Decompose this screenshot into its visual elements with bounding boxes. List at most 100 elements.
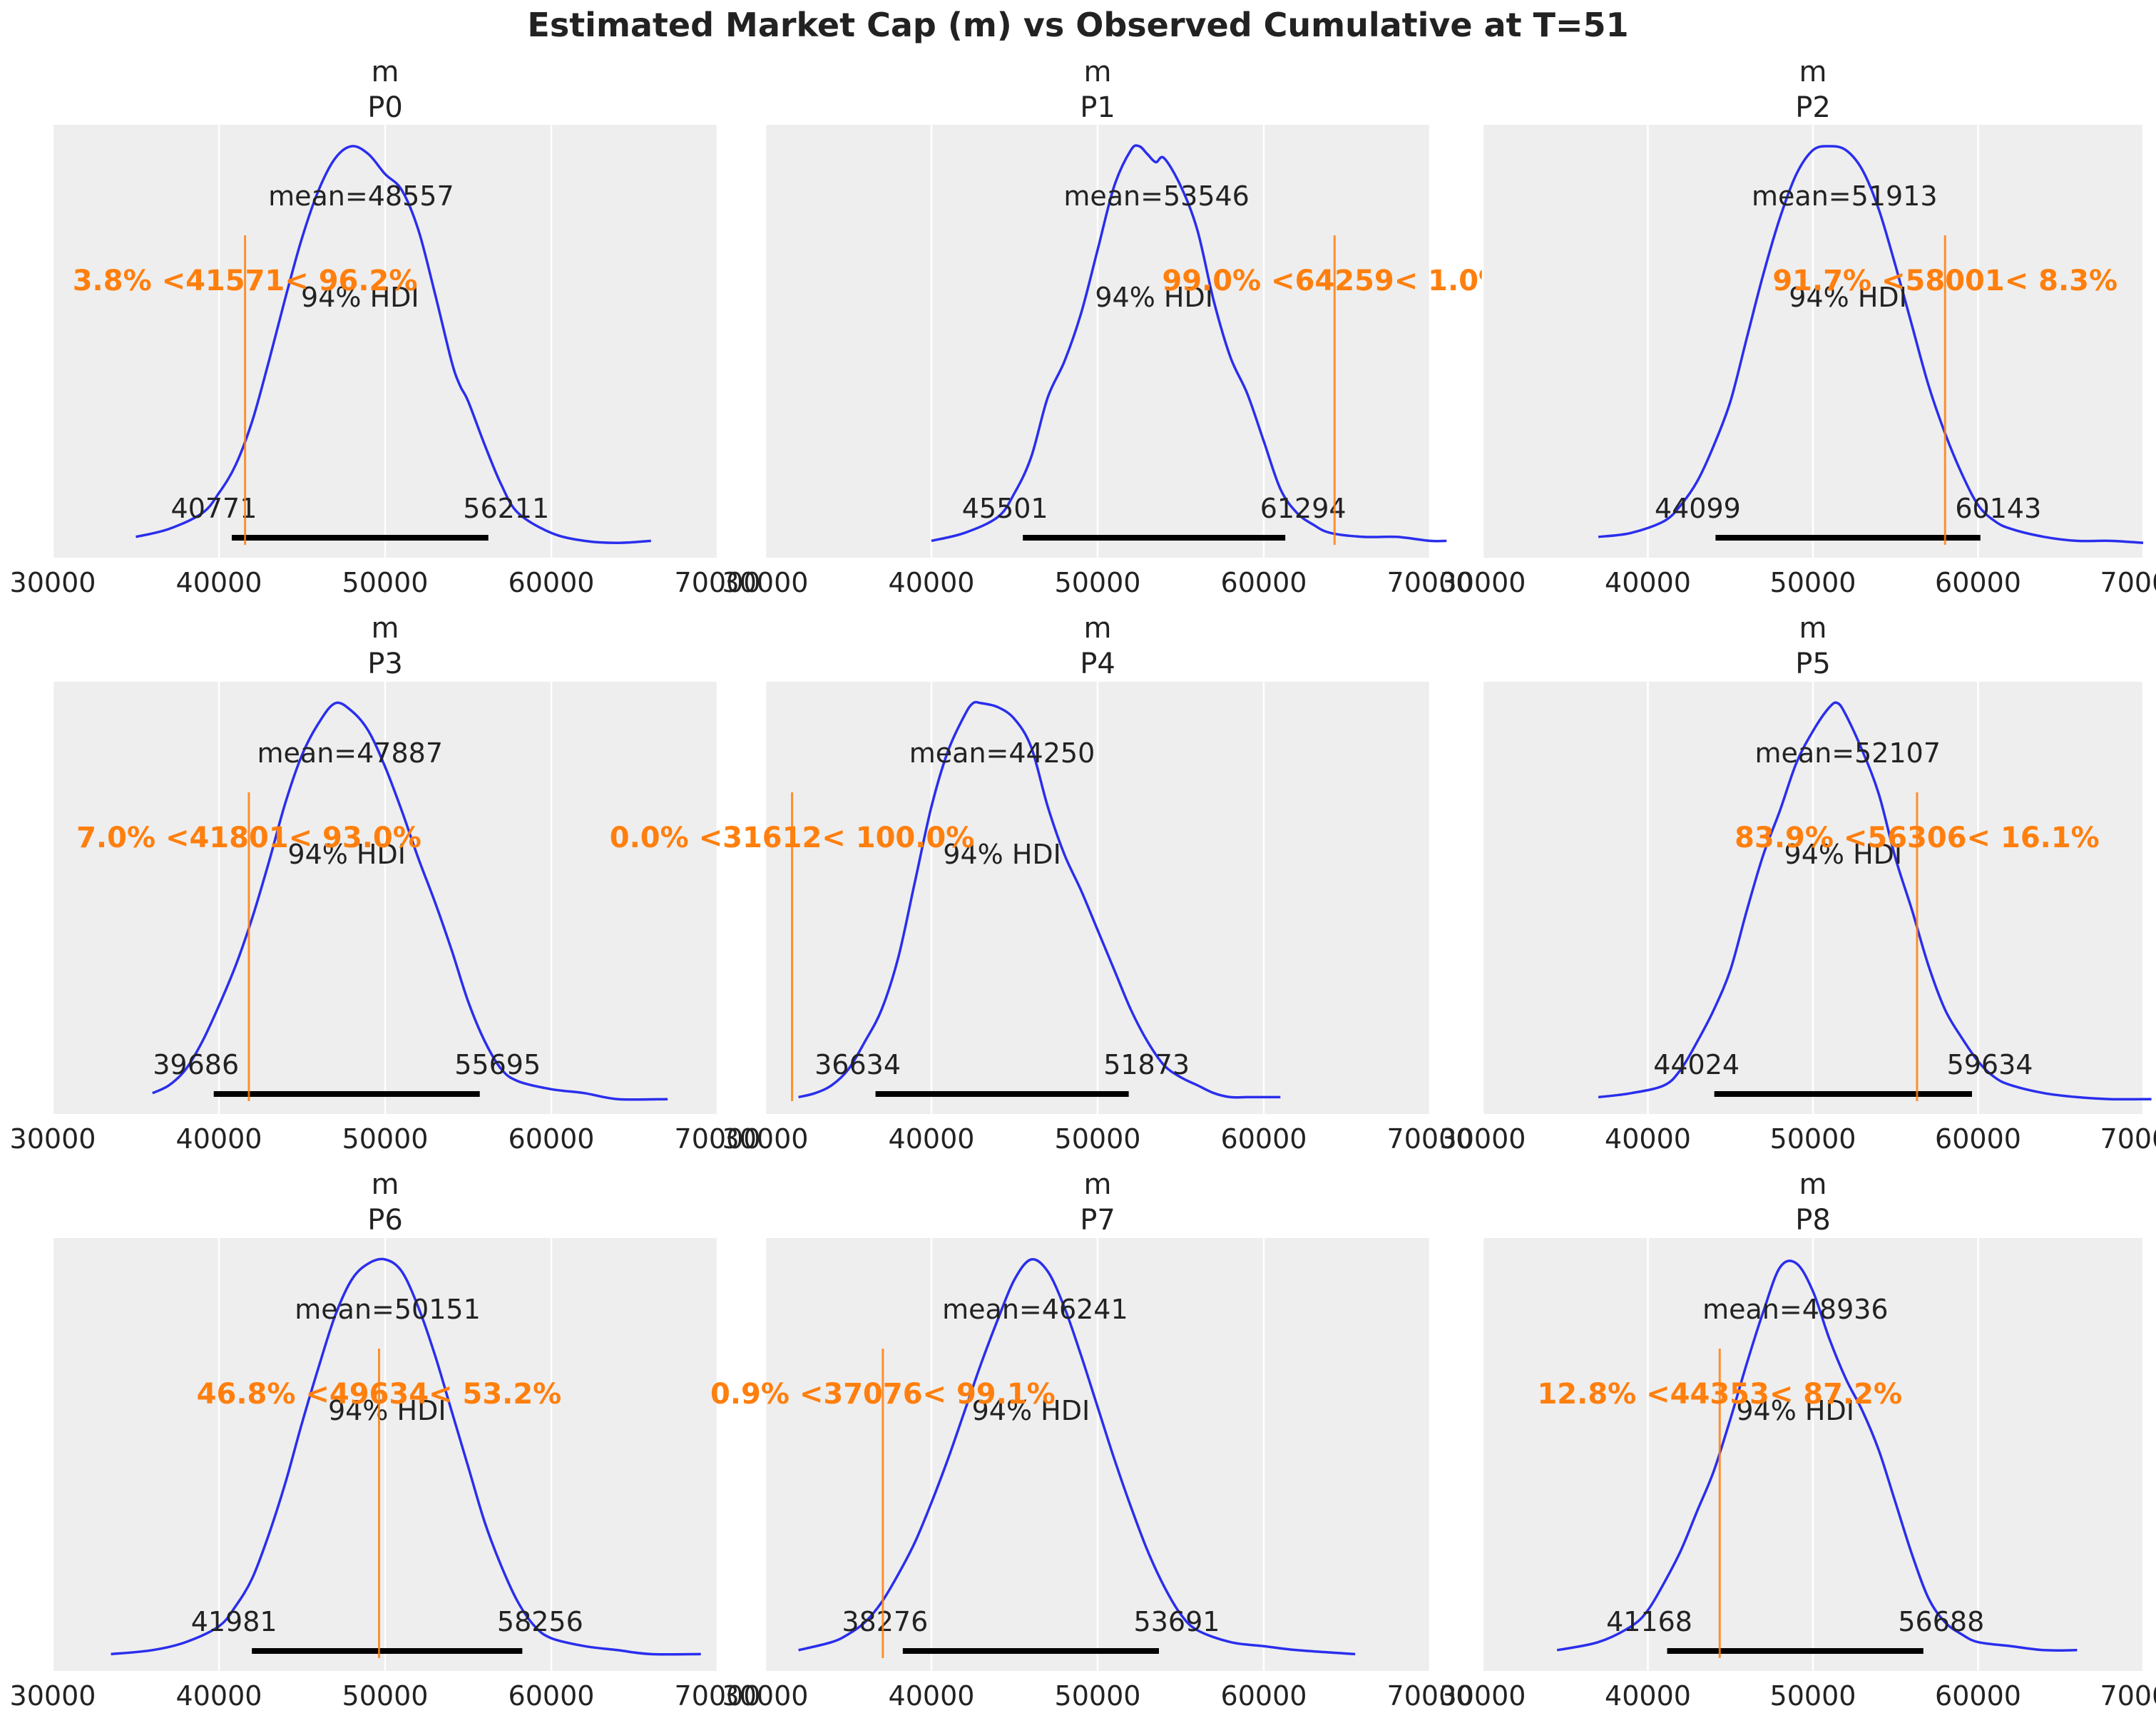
hdi-upper-label: 56688 bbox=[1898, 1606, 1984, 1637]
mean-label: mean=48557 bbox=[268, 180, 454, 212]
x-tick-label: 40000 bbox=[1605, 1123, 1691, 1155]
hdi-label: 94% HDI bbox=[972, 1395, 1090, 1426]
x-tick-label: 40000 bbox=[1605, 567, 1691, 598]
x-tick-label: 30000 bbox=[10, 1123, 96, 1155]
panel-coord-title: P2 bbox=[1795, 91, 1831, 124]
x-tick-label: 50000 bbox=[1055, 1680, 1141, 1712]
kde-curve bbox=[1598, 145, 2144, 544]
hdi-lower-label: 41981 bbox=[191, 1606, 277, 1637]
mean-label: mean=52107 bbox=[1755, 737, 1941, 769]
x-tick-label: 70000 bbox=[1387, 1680, 1473, 1712]
x-tick-label: 30000 bbox=[722, 567, 809, 598]
x-tick-label: 30000 bbox=[1440, 1680, 1526, 1712]
x-tick-label: 60000 bbox=[1935, 567, 2021, 598]
hdi-upper-label: 51873 bbox=[1103, 1049, 1190, 1080]
x-tick-label: 60000 bbox=[1221, 567, 1307, 598]
kde-curve bbox=[152, 701, 668, 1101]
panel-variable-title: m bbox=[1084, 1168, 1112, 1201]
x-tick-label: 40000 bbox=[889, 567, 975, 598]
x-tick-label: 50000 bbox=[1055, 1123, 1141, 1155]
panel-coord-title: P8 bbox=[1795, 1204, 1831, 1237]
hdi-upper-label: 55695 bbox=[454, 1049, 541, 1080]
panel-coord-title: P0 bbox=[367, 91, 403, 124]
panel-p2: 30000 40000 50000 60000 70000 mP2 44099 60143 94… bbox=[1440, 56, 2156, 598]
hdi-upper-label: 56211 bbox=[463, 493, 549, 524]
reference-label: 0.0% <31612< 100.0% bbox=[610, 822, 975, 854]
reference-label: 83.9% <56306< 16.1% bbox=[1734, 822, 2100, 854]
panel-variable-title: m bbox=[1084, 612, 1112, 645]
reference-label: 91.7% <58001< 8.3% bbox=[1772, 265, 2117, 297]
kde-curve bbox=[931, 144, 1447, 543]
hdi-label: 94% HDI bbox=[1736, 1395, 1854, 1426]
x-tick-label: 50000 bbox=[342, 1680, 429, 1712]
hdi-lower-label: 39686 bbox=[153, 1049, 239, 1080]
x-tick-label: 30000 bbox=[722, 1680, 809, 1712]
mean-label: mean=46241 bbox=[942, 1294, 1128, 1325]
panel-p5: 30000 40000 50000 60000 70000 mP5 44024 59634 94… bbox=[1440, 612, 2156, 1155]
kde-curve bbox=[1556, 1259, 2078, 1652]
panel-coord-title: P4 bbox=[1080, 648, 1115, 680]
x-tick-label: 70000 bbox=[675, 567, 761, 598]
x-tick-label: 40000 bbox=[889, 1123, 975, 1155]
x-tick-label: 50000 bbox=[1770, 567, 1856, 598]
mean-label: mean=48936 bbox=[1702, 1294, 1889, 1325]
x-tick-label: 60000 bbox=[509, 1680, 595, 1712]
x-tick-label: 70000 bbox=[2100, 567, 2156, 598]
x-tick-label: 30000 bbox=[10, 1680, 96, 1712]
hdi-lower-label: 36634 bbox=[814, 1049, 901, 1080]
x-tick-label: 30000 bbox=[1440, 1123, 1526, 1155]
panel-variable-title: m bbox=[372, 56, 399, 88]
reference-label: 3.8% <41571< 96.2% bbox=[73, 265, 418, 297]
kde-curve bbox=[798, 700, 1281, 1099]
x-tick-label: 60000 bbox=[509, 567, 595, 598]
hdi-lower-label: 45501 bbox=[962, 493, 1048, 524]
mean-label: mean=50151 bbox=[295, 1294, 481, 1325]
x-tick-label: 30000 bbox=[722, 1123, 809, 1155]
panel-coord-title: P1 bbox=[1080, 91, 1115, 124]
figure-title: Estimated Market Cap (m) vs Observed Cum… bbox=[527, 6, 1629, 44]
x-tick-label: 70000 bbox=[1387, 1123, 1473, 1155]
panel-variable-title: m bbox=[1799, 56, 1827, 88]
panel-p6: 30000 40000 50000 60000 70000 mP6 41981 58256 94… bbox=[10, 1168, 761, 1712]
hdi-label: 94% HDI bbox=[1095, 282, 1213, 313]
hdi-label: 94% HDI bbox=[301, 282, 419, 313]
panel-p8: 30000 40000 50000 60000 70000 mP8 41168 56688 94… bbox=[1440, 1168, 2156, 1712]
x-tick-label: 50000 bbox=[1055, 567, 1141, 598]
mean-label: mean=51913 bbox=[1752, 180, 1938, 212]
x-tick-label: 70000 bbox=[2100, 1680, 2156, 1712]
x-tick-label: 30000 bbox=[10, 567, 96, 598]
kde-curve bbox=[1598, 701, 2152, 1101]
panel-p4: 30000 40000 50000 60000 70000 mP4 36634 51873 94… bbox=[610, 612, 1473, 1155]
panel-coord-title: P6 bbox=[367, 1204, 403, 1237]
hdi-lower-label: 44099 bbox=[1655, 493, 1741, 524]
hdi-upper-label: 59634 bbox=[1947, 1049, 2033, 1080]
panel-p7: 30000 40000 50000 60000 70000 mP7 38276 53691 94… bbox=[710, 1168, 1473, 1712]
hdi-lower-label: 41168 bbox=[1606, 1606, 1692, 1637]
x-tick-label: 70000 bbox=[675, 1123, 761, 1155]
panel-variable-title: m bbox=[1799, 612, 1827, 645]
x-tick-label: 50000 bbox=[1770, 1123, 1856, 1155]
hdi-label: 94% HDI bbox=[328, 1395, 446, 1426]
x-tick-label: 50000 bbox=[1770, 1680, 1856, 1712]
panel-coord-title: P5 bbox=[1795, 648, 1831, 680]
hdi-lower-label: 44024 bbox=[1653, 1049, 1739, 1080]
mean-label: mean=53546 bbox=[1063, 180, 1250, 212]
panel-p3: 30000 40000 50000 60000 70000 mP3 39686 55695 94… bbox=[10, 612, 761, 1155]
hdi-upper-label: 58256 bbox=[497, 1606, 583, 1637]
reference-label: 7.0% <41801< 93.0% bbox=[76, 822, 422, 854]
reference-label: 46.8% <49634< 53.2% bbox=[197, 1378, 562, 1411]
x-tick-label: 40000 bbox=[176, 1123, 262, 1155]
hdi-upper-label: 53691 bbox=[1134, 1606, 1220, 1637]
panel-variable-title: m bbox=[1799, 1168, 1827, 1201]
panel-p0: 30000 40000 50000 60000 70000 mP0 40771 56211 94… bbox=[10, 56, 761, 598]
x-tick-label: 60000 bbox=[1221, 1123, 1307, 1155]
x-tick-label: 40000 bbox=[176, 1680, 262, 1712]
panel-variable-title: m bbox=[372, 1168, 399, 1201]
panel-variable-title: m bbox=[372, 612, 399, 645]
hdi-label: 94% HDI bbox=[287, 839, 406, 870]
x-tick-label: 70000 bbox=[675, 1680, 761, 1712]
x-tick-label: 30000 bbox=[1440, 567, 1526, 598]
x-tick-label: 40000 bbox=[176, 567, 262, 598]
x-tick-label: 70000 bbox=[1387, 567, 1473, 598]
